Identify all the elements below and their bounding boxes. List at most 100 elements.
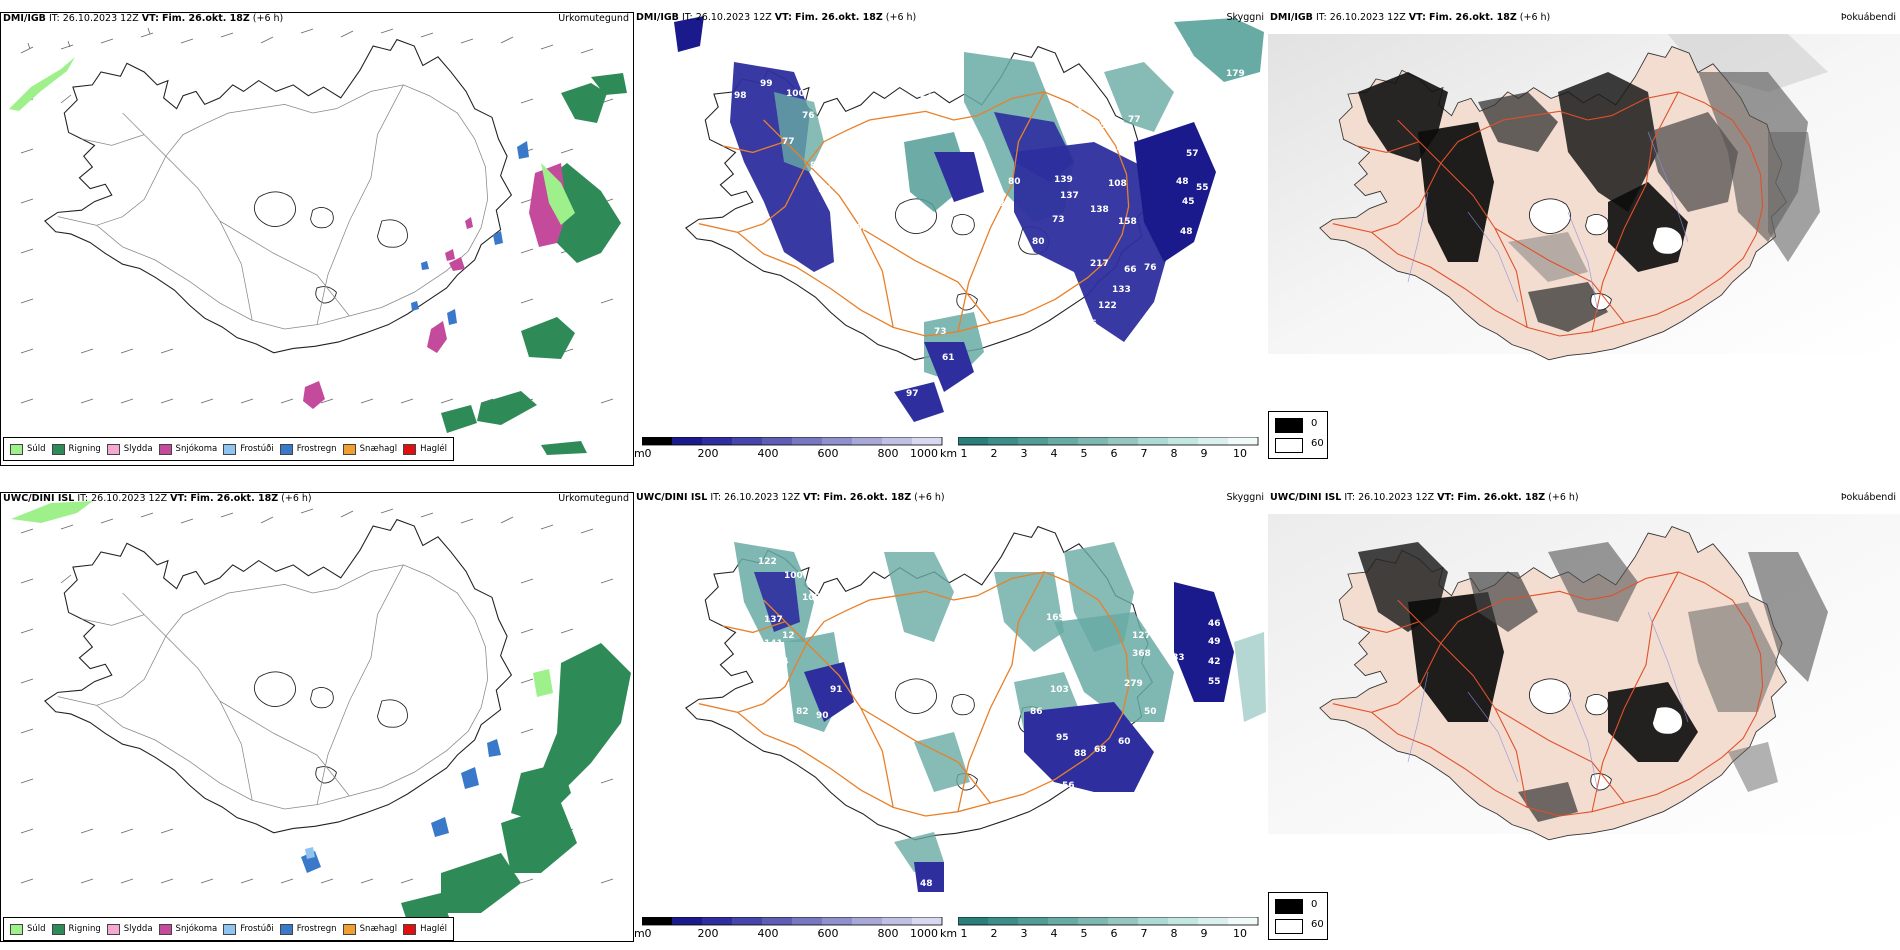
legend-item: Haglél	[403, 443, 447, 455]
visibility-panel-bottom: 118 85 122 100 107 137 12 141 84 91 82 9…	[634, 492, 1268, 942]
vis-label: 368	[1132, 649, 1151, 659]
vis-label: 141	[764, 639, 783, 649]
header-top-fog: DMI/IGB IT: 26.10.2023 12Z VT: Fim. 26.o…	[1270, 12, 1551, 23]
vis-label: 82	[796, 707, 809, 717]
vis-label: 46	[1208, 619, 1221, 629]
vis-label: 48	[1180, 227, 1193, 237]
vis-label: 48	[1176, 177, 1189, 187]
vis-label: 138	[1090, 205, 1109, 215]
vis-label: 179	[1226, 69, 1245, 79]
legend-swatch	[1275, 438, 1303, 453]
precip-areas	[9, 57, 627, 455]
vis-label: 103	[1050, 685, 1069, 695]
legend-item: Rigning	[51, 923, 101, 935]
vis-label: 91	[830, 685, 843, 695]
visibility-areas	[734, 542, 1234, 892]
rivers	[1407, 131, 1689, 313]
vis-label: 75	[1094, 121, 1107, 131]
visibility-scale-bar	[958, 917, 1259, 926]
vis-label: 139	[1054, 175, 1073, 185]
vis-label: 36	[1154, 627, 1167, 637]
vis-label: 52	[1166, 721, 1179, 731]
visibility-panel-top: 186 179 98 99 100 76 85 77 84 85 97 68 8…	[634, 12, 1268, 466]
vis-label: 122	[758, 557, 777, 567]
cloud-base-colorbar-top: m 0 200 400 600 800 1000	[634, 437, 943, 461]
header-bottom-precip: UWC/DINI ISL IT: 26.10.2023 12Z VT: Fim.…	[3, 493, 312, 504]
vis-label: 45	[1182, 197, 1195, 207]
vis-label: 73	[1052, 215, 1065, 225]
vis-label: 76	[1144, 263, 1157, 273]
visibility-map-top: 186 179 98 99 100 76 85 77 84 85 97 68 8…	[674, 16, 1264, 422]
vis-label: 97	[906, 389, 919, 399]
fog-areas	[1358, 542, 1828, 822]
legend-item: Frostúði	[223, 443, 274, 455]
header-bottom-visibility: UWC/DINI ISL IT: 26.10.2023 12Z VT: Fim.…	[636, 492, 945, 503]
vis-label: 73	[934, 327, 947, 337]
panel-title-visibility-top: Skyggni	[1226, 12, 1264, 23]
legend-item: Frostregn	[279, 443, 337, 455]
visibility-values-bottom: 118 85 122 100 107 137 12 141 84 91 82 9…	[758, 523, 1221, 889]
vis-label: 64	[920, 93, 933, 103]
vis-label: 69	[856, 223, 869, 233]
vis-label: 61	[942, 353, 955, 363]
vis-label: 42	[1208, 657, 1221, 667]
legend-item: Snjókoma	[158, 443, 217, 455]
cloud-base-scale-bar	[642, 917, 943, 926]
panel-title-precip-top: Úrkomutegund	[558, 13, 629, 24]
visibility-scale-bar	[958, 437, 1259, 446]
panel-title-visibility-bottom: Skyggni	[1226, 492, 1264, 503]
visibility-unit: km	[940, 447, 958, 460]
vis-label: 70	[860, 249, 873, 259]
legend-swatch	[1275, 418, 1303, 433]
fog-legend-top: 0 60	[1268, 411, 1328, 459]
vis-label: 100	[784, 571, 803, 581]
vis-label: 99	[760, 79, 773, 89]
rivers	[1407, 611, 1689, 793]
vis-label: 80	[1032, 237, 1045, 247]
vis-label: 127	[1132, 631, 1151, 641]
vis-label: 217	[1090, 259, 1109, 269]
cloud-base-unit: m	[634, 927, 645, 940]
vis-label: 154	[1030, 285, 1049, 295]
vis-label: 77	[1128, 115, 1141, 125]
vis-label: 162	[1076, 103, 1095, 113]
vis-label: 45	[1146, 725, 1159, 735]
legend-item: Slydda	[106, 923, 153, 935]
vis-label: 133	[1112, 285, 1131, 295]
legend-item: Frostregn	[279, 923, 337, 935]
vis-label: 137	[764, 615, 783, 625]
precip-type-map-top	[9, 27, 627, 455]
fog-map-top	[1268, 34, 1900, 361]
panel-title-precip-bottom: Úrkomutegund	[558, 493, 629, 504]
vis-label: 50	[1144, 707, 1157, 717]
vis-label: 123	[986, 199, 1005, 209]
legend-item: Snjókoma	[158, 923, 217, 935]
header-top-precip: DMI/IGB IT: 26.10.2023 12Z VT: Fim. 26.o…	[3, 13, 284, 24]
fog-panel-top: DMI/IGB IT: 26.10.2023 12Z VT: Fim. 26.o…	[1268, 12, 1900, 466]
vis-label: 146	[966, 199, 985, 209]
visibility-values-top: 186 179 98 99 100 76 85 77 84 85 97 68 8…	[734, 47, 1245, 399]
vis-label: 56	[1062, 781, 1075, 791]
vis-label: 60	[1118, 737, 1131, 747]
legend-item: Haglél	[403, 923, 447, 935]
vis-label: 77	[782, 137, 795, 147]
vis-label: 98	[734, 91, 747, 101]
vis-label: 137	[1060, 191, 1079, 201]
legend-item: Slydda	[106, 443, 153, 455]
panel-title-fog-top: Þokuábendi	[1840, 12, 1896, 23]
header-top-visibility: DMI/IGB IT: 26.10.2023 12Z VT: Fim. 26.o…	[636, 12, 917, 23]
legend-item: Súld	[10, 923, 46, 935]
panel-title-fog-bottom: Þokuábendi	[1840, 492, 1896, 503]
vis-label: 106	[1078, 319, 1097, 329]
vis-label: 108	[1108, 179, 1127, 189]
legend-swatch	[1275, 919, 1303, 934]
cloud-base-colorbar-bottom: m 0 200 400 600 800 1000	[634, 917, 943, 941]
vis-label: 90	[1158, 597, 1171, 607]
vis-label: 85	[810, 161, 823, 171]
header-bottom-fog: UWC/DINI ISL IT: 26.10.2023 12Z VT: Fim.…	[1270, 492, 1579, 503]
precip-legend-bottom: Súld Rigning Slydda Snjókoma Frostúði Fr…	[3, 917, 455, 941]
vis-label: 49	[1208, 637, 1221, 647]
vis-label: 57	[1186, 149, 1199, 159]
vis-label: 76	[802, 111, 815, 121]
vis-label: 139	[1020, 269, 1039, 279]
